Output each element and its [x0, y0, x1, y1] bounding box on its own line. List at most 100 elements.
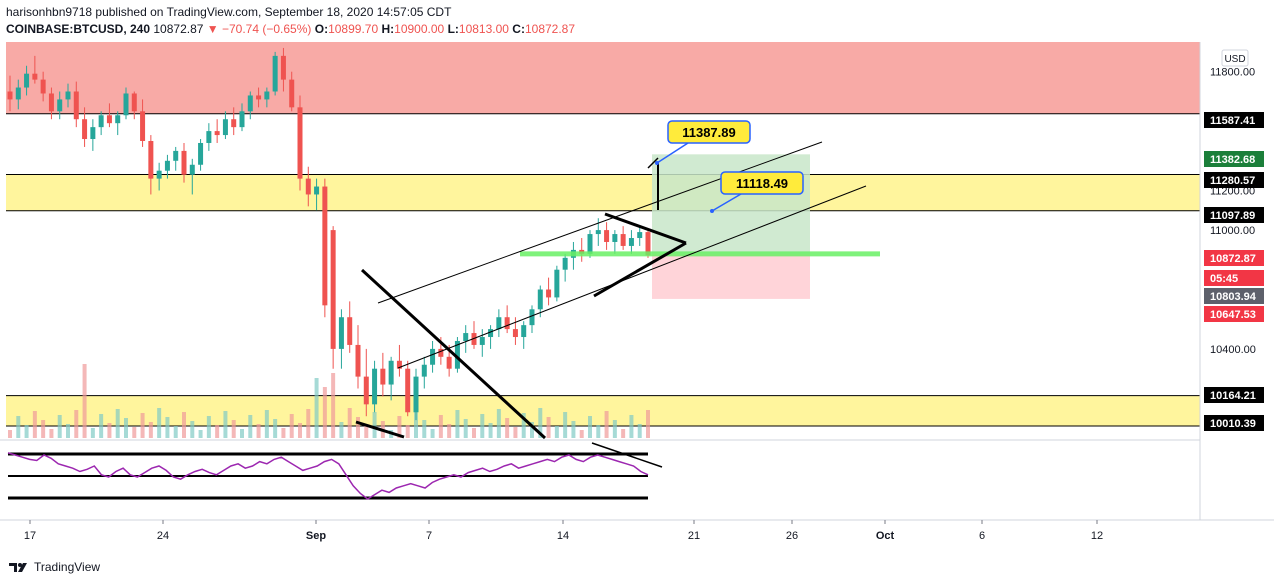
close-value: 10872.87	[524, 22, 576, 36]
open-label: O:	[314, 22, 329, 36]
volume-bar	[629, 415, 634, 438]
time-tick-label: Sep	[306, 530, 326, 542]
volume-bar	[554, 426, 559, 438]
volume-bar	[430, 429, 435, 438]
candle-body	[181, 150, 187, 175]
candle-body	[430, 348, 436, 365]
volume-bar	[480, 414, 485, 438]
volume-bar	[463, 419, 468, 438]
candle-body	[496, 317, 502, 330]
volume-bar	[24, 425, 29, 438]
volume-bar	[637, 424, 642, 438]
price-tag	[1204, 207, 1264, 223]
candle-body	[471, 333, 477, 345]
tradingview-logo-icon	[9, 563, 27, 572]
volume-bar	[8, 430, 12, 438]
candle-body	[446, 356, 452, 369]
channel-lower-line	[397, 185, 867, 369]
volume-bar	[41, 420, 46, 438]
volume-bar	[49, 429, 54, 438]
price-tag	[1204, 151, 1264, 167]
price-tag	[1204, 270, 1264, 286]
volume-bar	[414, 411, 418, 438]
footer-brand[interactable]: TradingView	[8, 560, 100, 574]
volume-bar	[173, 426, 178, 438]
price-tag-label: 10872.87	[1210, 253, 1256, 265]
low-value: 10813.00	[458, 22, 509, 36]
candle-body	[7, 91, 13, 100]
candle-body	[231, 119, 237, 128]
volume-bar	[538, 408, 543, 438]
time-tick-label: 21	[688, 530, 700, 542]
time-tick-label: 14	[557, 530, 569, 542]
volume-bar	[32, 411, 37, 438]
candle-body	[48, 93, 54, 112]
candle-body	[106, 115, 112, 124]
candle-body	[65, 91, 71, 100]
currency-badge	[1221, 49, 1249, 67]
currency-label: USD	[1224, 54, 1245, 65]
ohlc-legend: COINBASE:BTCUSD, 240 10872.87 ▼ −70.74 (…	[6, 22, 575, 36]
volume-bar	[115, 409, 120, 438]
open-value: 10899.70	[328, 22, 379, 36]
volume-bar	[248, 415, 253, 438]
volume-bar	[521, 413, 526, 438]
candle-body	[148, 141, 154, 179]
candle-body	[206, 131, 212, 143]
volume-bar	[273, 419, 278, 438]
volume-bar	[604, 411, 609, 438]
rsi-series-line	[7, 452, 649, 500]
volume-bar	[231, 420, 236, 438]
callout-pointer	[711, 193, 742, 212]
price-tick-label: 11200.00	[1210, 186, 1255, 198]
candle-body	[388, 360, 394, 385]
callout-box	[720, 171, 804, 195]
volume-bar	[306, 409, 311, 438]
volume-bar	[322, 387, 327, 438]
price-tag	[1204, 250, 1264, 266]
candle-body	[214, 131, 220, 136]
price-change: ▼ −70.74 (−0.65%)	[206, 22, 312, 36]
volume-bar	[397, 416, 402, 438]
brand-label: TradingView	[34, 560, 101, 574]
candle-body	[272, 55, 278, 92]
candle-body	[554, 269, 560, 298]
volume-bar	[496, 409, 501, 438]
high-value: 10900.00	[394, 22, 445, 36]
price-tag	[1204, 306, 1264, 322]
volume-bar	[264, 410, 269, 438]
candle-body	[488, 329, 494, 338]
volume-bar	[298, 423, 302, 438]
symbol-label[interactable]: COINBASE:BTCUSD, 240	[6, 22, 151, 36]
candle-body	[280, 55, 286, 80]
volume-bar	[447, 424, 452, 438]
price-tag-label: 10803.94	[1210, 291, 1257, 303]
volume-bar	[422, 420, 427, 438]
candle-body	[405, 368, 411, 413]
volume-bar	[99, 414, 104, 438]
candle-body	[222, 119, 228, 136]
candle-body	[562, 257, 568, 270]
candle-body	[628, 238, 634, 246]
candle-body	[612, 234, 618, 242]
candle-body	[24, 73, 30, 88]
callout-anchor	[710, 209, 714, 213]
candle-body	[140, 111, 146, 141]
volume-bar	[331, 373, 336, 438]
volume-bar	[372, 412, 377, 438]
triangle-lower-line	[593, 241, 687, 298]
volume-bar	[182, 412, 186, 438]
candle-body	[15, 87, 21, 100]
low-label: L:	[447, 22, 459, 36]
candle-body	[454, 340, 460, 369]
volume-bar	[74, 410, 79, 438]
volume-bar	[646, 410, 650, 438]
support-trend-line	[355, 420, 405, 439]
candle-body	[98, 115, 104, 128]
price-tick-label: 11000.00	[1210, 225, 1255, 237]
candle-body	[247, 95, 253, 112]
price-tag	[1204, 172, 1264, 188]
candle-body	[297, 107, 303, 179]
candle-body	[338, 317, 344, 349]
